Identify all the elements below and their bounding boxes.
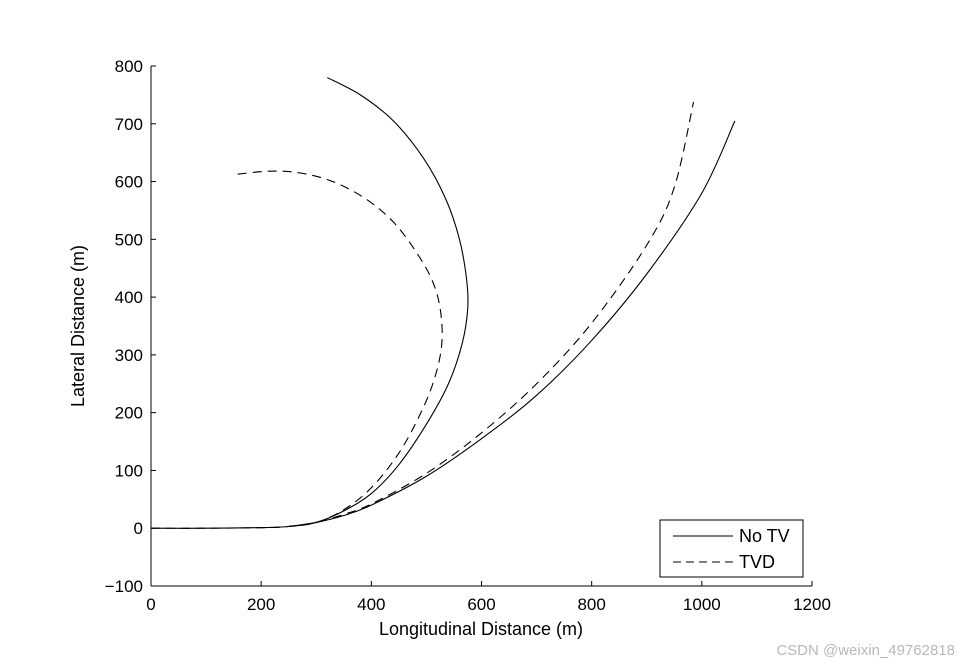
y-tick-label: 200 xyxy=(115,404,143,423)
y-tick-label: 400 xyxy=(115,288,143,307)
series-layer xyxy=(150,77,736,529)
series-line-no-tv-0 xyxy=(150,77,469,529)
legend-label-tvd: TVD xyxy=(739,552,775,572)
y-tick-label: −100 xyxy=(105,577,143,596)
y-tick-label: 300 xyxy=(115,346,143,365)
plot-area: 0 200 400 600 800 1000 1200 −10001002003004005… xyxy=(105,57,831,614)
x-tick-label: 400 xyxy=(357,595,385,614)
y-tick-label: 0 xyxy=(134,519,143,538)
y-tick-label: 500 xyxy=(115,230,143,249)
y-ticks: −100 0 100 200 300 400 500 600 700 800 xyxy=(105,57,156,596)
x-tick-label: 1200 xyxy=(793,595,831,614)
legend: No TV TVD xyxy=(659,519,804,578)
series-line-no-tv-2 xyxy=(288,120,736,528)
x-tick-label: 800 xyxy=(577,595,605,614)
legend-box xyxy=(659,519,804,578)
y-tick-label: 800 xyxy=(115,57,143,76)
series-line-tvd-1 xyxy=(150,170,443,529)
y-tick-label: 100 xyxy=(115,461,143,480)
y-tick-label: 700 xyxy=(115,115,143,134)
watermark-text: CSDN @weixin_49762818 xyxy=(776,642,955,659)
y-axis-title: Lateral Distance (m) xyxy=(68,245,88,407)
x-tick-label: 200 xyxy=(247,595,275,614)
x-tick-label: 1000 xyxy=(683,595,721,614)
x-tick-label: 600 xyxy=(467,595,495,614)
series-line-tvd-3 xyxy=(288,101,695,528)
y-tick-label: 600 xyxy=(115,173,143,192)
x-axis-title: Longitudinal Distance (m) xyxy=(379,619,583,639)
legend-label-no-tv: No TV xyxy=(739,526,790,546)
x-tick-label: 0 xyxy=(146,595,155,614)
x-ticks: 0 200 400 600 800 1000 1200 xyxy=(146,581,831,614)
